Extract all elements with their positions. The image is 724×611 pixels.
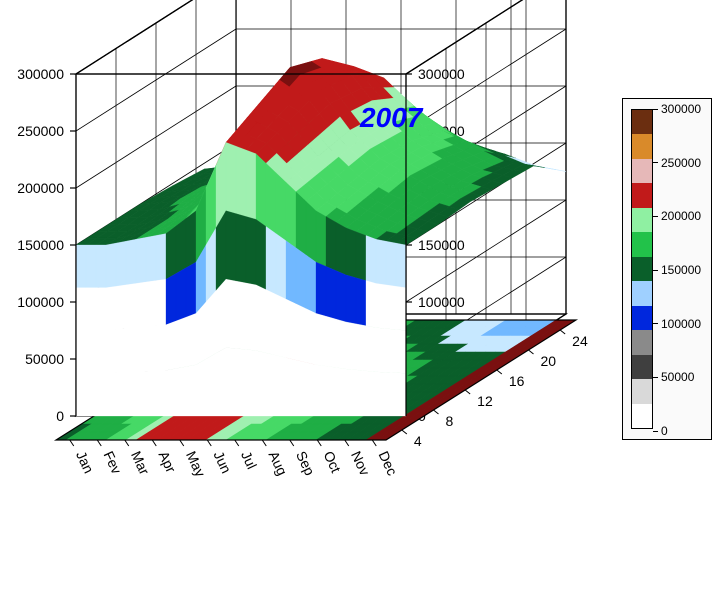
svg-text:0: 0 xyxy=(56,408,64,424)
x-axis-months: JanFevMarAprMayJunJul AugSepOctNovDec xyxy=(70,440,401,479)
legend-swatch xyxy=(631,306,653,330)
surface-chart: 0 50000 100000 150000 200000 250000 300000 0 500… xyxy=(0,0,724,611)
legend-swatch xyxy=(631,281,653,305)
svg-text:Mar: Mar xyxy=(128,449,153,478)
legend-swatch xyxy=(631,330,653,354)
svg-text:200000: 200000 xyxy=(17,180,64,196)
legend-swatch xyxy=(631,404,653,429)
svg-text:20: 20 xyxy=(541,353,557,369)
svg-text:Jun: Jun xyxy=(211,449,235,476)
svg-text:Aug: Aug xyxy=(266,449,291,478)
legend-swatches xyxy=(631,109,653,429)
svg-text:Jan: Jan xyxy=(73,449,97,476)
svg-text:Fev: Fev xyxy=(101,449,125,477)
svg-text:300000: 300000 xyxy=(418,66,465,82)
legend-swatch xyxy=(631,257,653,281)
legend-swatch xyxy=(631,232,653,256)
legend-swatch xyxy=(631,109,653,134)
legend-tick-mark xyxy=(653,431,658,432)
chart-title: 2007 xyxy=(360,102,422,134)
svg-text:Jul: Jul xyxy=(238,449,260,472)
legend-tick-mark xyxy=(653,216,658,217)
chart-title-text: 2007 xyxy=(360,102,422,133)
svg-text:100000: 100000 xyxy=(418,294,465,310)
svg-text:4: 4 xyxy=(414,433,422,449)
legend-tick-mark xyxy=(653,162,658,163)
svg-text:24: 24 xyxy=(572,333,588,349)
chart-root: { "title": { "text": "2007", "color": "#… xyxy=(0,0,724,611)
svg-text:8: 8 xyxy=(446,413,454,429)
legend-tick: 0 xyxy=(661,424,668,438)
legend-swatch xyxy=(631,134,653,158)
legend: 300000 250000 200000 150000 100000 50000 0 xyxy=(622,98,712,440)
legend-tick: 150000 xyxy=(661,263,701,277)
svg-text:Oct: Oct xyxy=(321,449,345,476)
legend-tick: 250000 xyxy=(661,156,701,170)
svg-text:12: 12 xyxy=(477,393,493,409)
legend-tick-mark xyxy=(653,270,658,271)
svg-text:150000: 150000 xyxy=(418,237,465,253)
svg-text:16: 16 xyxy=(509,373,525,389)
svg-text:Apr: Apr xyxy=(156,449,180,476)
legend-tick: 100000 xyxy=(661,317,701,331)
legend-swatch xyxy=(631,183,653,207)
legend-swatch xyxy=(631,159,653,183)
svg-text:50000: 50000 xyxy=(25,351,64,367)
svg-text:Sep: Sep xyxy=(293,449,318,479)
svg-text:150000: 150000 xyxy=(17,237,64,253)
legend-swatch xyxy=(631,379,653,403)
legend-tick: 300000 xyxy=(661,102,701,116)
legend-tick-mark xyxy=(653,323,658,324)
legend-swatch xyxy=(631,208,653,232)
svg-text:May: May xyxy=(183,449,209,480)
legend-tick: 50000 xyxy=(661,370,694,384)
legend-swatch xyxy=(631,355,653,379)
svg-text:100000: 100000 xyxy=(17,294,64,310)
svg-text:Nov: Nov xyxy=(348,449,373,478)
legend-tick-mark xyxy=(653,109,658,110)
legend-tick: 200000 xyxy=(661,209,701,223)
svg-text:250000: 250000 xyxy=(17,123,64,139)
svg-text:Dec: Dec xyxy=(376,449,401,478)
svg-text:300000: 300000 xyxy=(17,66,64,82)
legend-tick-mark xyxy=(653,377,658,378)
